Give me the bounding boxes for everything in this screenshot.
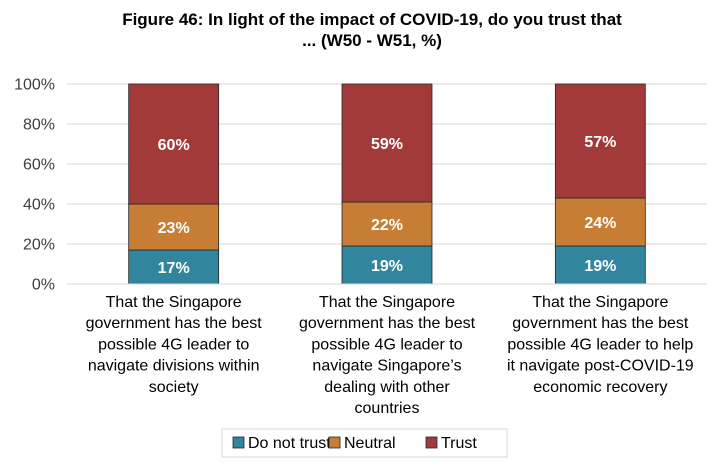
legend-label: Trust: [441, 435, 477, 452]
category-label-line: possible 4G leader to: [98, 336, 249, 353]
chart-title-line: Figure 46: In light of the impact of COV…: [122, 10, 622, 29]
category-label-line: That the Singapore: [319, 294, 455, 311]
bar-segment-do-not-trust: [128, 249, 220, 285]
data-label: 24%: [584, 215, 616, 232]
y-tick-label: 0%: [32, 277, 55, 294]
legend-label: Do not trust: [248, 435, 331, 452]
category-label-line: society: [149, 379, 199, 396]
chart-title-line: ... (W50 - W51, %): [302, 31, 442, 50]
data-label: 19%: [371, 258, 403, 275]
bar-segment-neutral: [128, 203, 220, 251]
data-label: 17%: [158, 260, 190, 277]
data-label: 19%: [584, 258, 616, 275]
data-label: 22%: [371, 217, 403, 234]
data-label: 59%: [371, 136, 403, 153]
y-tick-label: 20%: [23, 237, 55, 254]
y-axis: 0% 20% 40% 60% 80% 100%: [14, 77, 55, 294]
bar-segment-trust: [128, 83, 220, 205]
category-label-line: That the Singapore: [106, 294, 242, 311]
category-label-line: government has the best: [512, 315, 689, 332]
category-label-line: possible 4G leader to help: [507, 336, 693, 353]
category-label-line: it navigate post-COVID-19: [507, 358, 694, 375]
category-label-line: possible 4G leader to: [311, 336, 462, 353]
legend: Do not trust Neutral Trust: [221, 428, 508, 458]
category-label-line: dealing with other: [324, 379, 450, 396]
legend-label: Neutral: [344, 435, 396, 452]
data-label: 60%: [158, 137, 190, 154]
category-label-line: economic recovery: [533, 379, 667, 396]
category-label-line: government has the best: [299, 315, 476, 332]
category-label-line: That the Singapore: [532, 294, 668, 311]
category-label-line: navigate divisions within: [88, 358, 260, 375]
chart-title: Figure 46: In light of the impact of COV…: [122, 10, 622, 50]
bar-segment-do-not-trust: [554, 245, 646, 285]
y-tick-label: 80%: [23, 117, 55, 134]
bar-segment-trust: [341, 83, 433, 203]
legend-swatch: [425, 436, 438, 449]
bars: 17% 23% 60% 19% 22% 59% 19% 24% 57%: [128, 83, 646, 285]
category-label-line: countries: [355, 400, 420, 417]
y-tick-label: 100%: [14, 77, 55, 94]
legend-swatch: [232, 436, 245, 449]
legend-box: [221, 428, 508, 458]
y-tick-label: 60%: [23, 157, 55, 174]
bar-segment-trust: [554, 83, 646, 199]
data-label: 57%: [584, 134, 616, 151]
bar-segment-neutral: [554, 197, 646, 247]
category-label-line: government has the best: [86, 315, 263, 332]
category-label-line: navigate Singapore’s: [312, 358, 461, 375]
category-labels: That the Singapore government has the bes…: [86, 294, 694, 417]
data-label: 23%: [158, 220, 190, 237]
legend-swatch: [328, 436, 341, 449]
y-tick-label: 40%: [23, 197, 55, 214]
